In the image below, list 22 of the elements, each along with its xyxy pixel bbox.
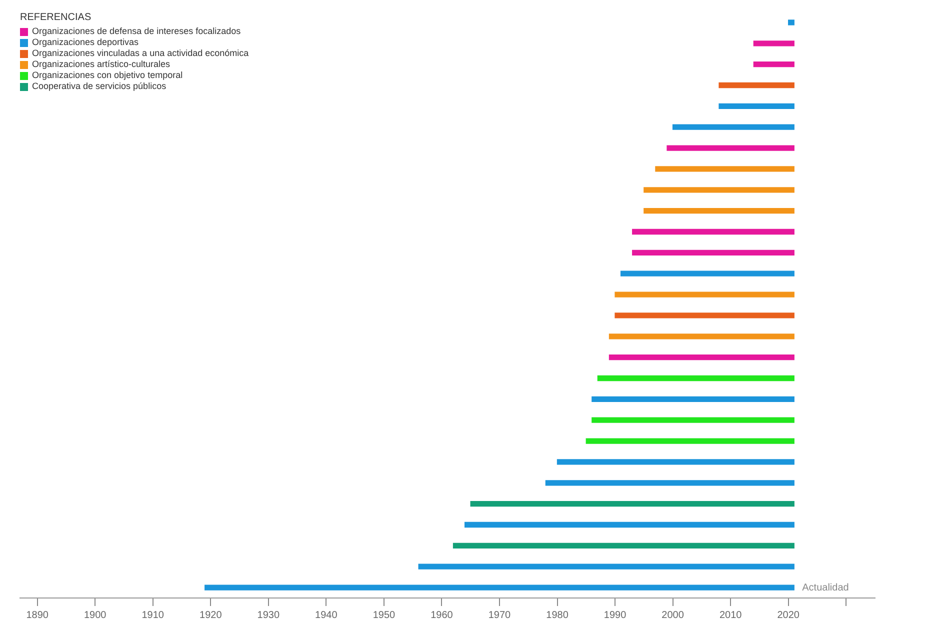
x-tick-label: 1910 bbox=[142, 610, 164, 621]
category-label: Organizaciones vinculadas a una actividad económica bbox=[32, 48, 249, 59]
category-label: Organizaciones deportivas bbox=[32, 37, 139, 48]
x-tick-label: 2020 bbox=[777, 610, 800, 621]
annotation: Actualidad bbox=[802, 582, 849, 594]
x-tick-label: 1930 bbox=[257, 610, 280, 621]
x-tick-label: 2000 bbox=[662, 610, 684, 621]
x-tick-label: 1980 bbox=[546, 610, 569, 621]
x-tick-label: 2010 bbox=[719, 610, 742, 621]
legend-title: REFERENCIAS bbox=[20, 12, 92, 23]
x-tick-label: 1960 bbox=[430, 610, 454, 621]
x-tick-label: 1920 bbox=[200, 610, 222, 621]
x-tick-label: 1990 bbox=[604, 610, 627, 621]
x-tick-label: 1940 bbox=[315, 610, 338, 621]
x-tick-label: 1950 bbox=[372, 610, 396, 621]
category-label: Organizaciones de defensa de intereses focalizados bbox=[32, 26, 241, 37]
x-tick-label: 1970 bbox=[488, 610, 512, 621]
category-label: Organizaciones artístico-culturales bbox=[32, 59, 170, 70]
category-label: Cooperativa de servicios públicos bbox=[32, 81, 166, 92]
x-tick-label: 1900 bbox=[84, 610, 107, 621]
category-label: Organizaciones con objetivo temporal bbox=[32, 70, 183, 81]
x-tick-label: 1890 bbox=[26, 610, 49, 621]
